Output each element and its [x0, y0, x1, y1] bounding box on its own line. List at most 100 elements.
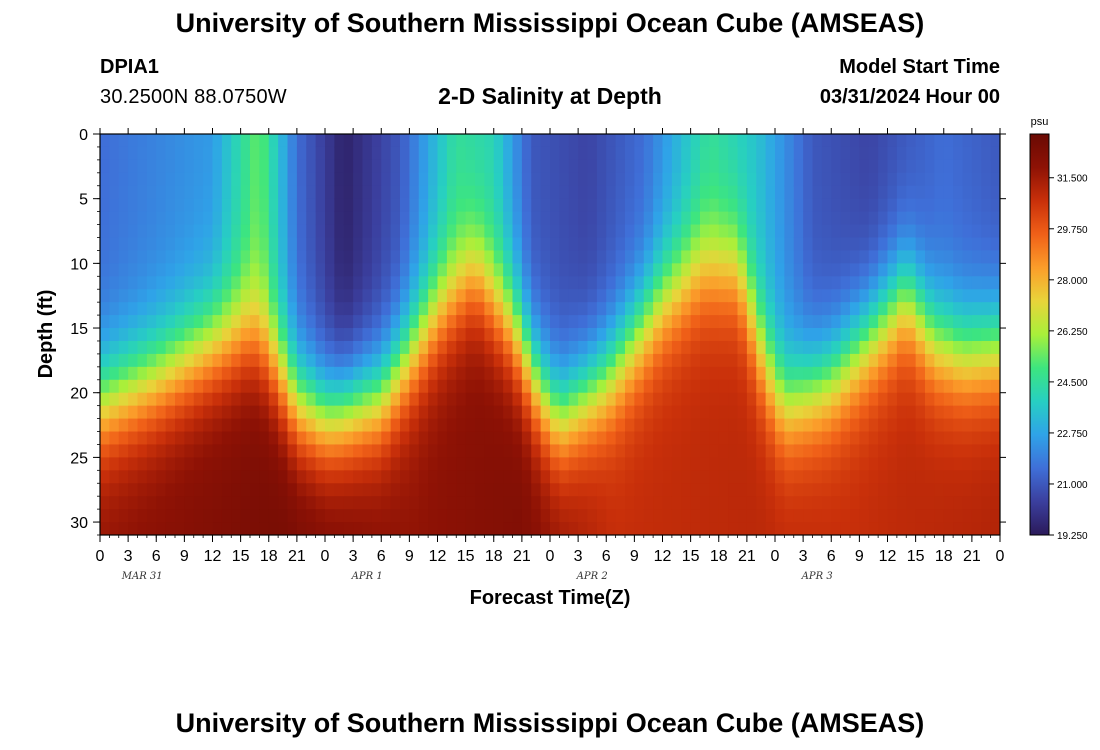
heatmap-cell [456, 366, 467, 381]
heatmap-cell [653, 172, 664, 187]
heatmap-cell [690, 353, 701, 368]
heatmap-cell [240, 328, 251, 342]
heatmap-cell [681, 237, 692, 252]
heatmap-cell [709, 172, 720, 187]
heatmap-cell [128, 250, 139, 264]
heatmap-cell [925, 211, 935, 226]
heatmap-cell [756, 392, 767, 407]
heatmap-cell [493, 379, 504, 394]
heatmap-cell [540, 405, 551, 420]
heatmap-cell [146, 237, 157, 252]
heatmap-cell [521, 418, 532, 433]
heatmap-cell [606, 237, 617, 252]
heatmap-cell [981, 328, 992, 342]
heatmap-cell [353, 289, 364, 303]
heatmap-cell [240, 470, 251, 484]
heatmap-cell [943, 457, 954, 471]
heatmap-cell [203, 134, 214, 148]
heatmap-cell [756, 509, 767, 523]
heatmap-cell [821, 211, 832, 226]
heatmap-cell [587, 483, 598, 497]
heatmap-cell [353, 172, 364, 187]
heatmap-cell [418, 340, 429, 355]
heatmap-cell [990, 328, 1000, 342]
heatmap-cell [371, 224, 382, 239]
heatmap-cell [268, 289, 279, 303]
heatmap-cell [681, 444, 692, 458]
heatmap-cell [953, 457, 964, 471]
heatmap-cell [606, 457, 617, 471]
heatmap-cell [690, 392, 701, 407]
heatmap-cell [240, 224, 251, 239]
heatmap-cell [887, 289, 898, 303]
heatmap-cell [184, 405, 195, 420]
heatmap-cell [240, 302, 251, 316]
heatmap-cell [896, 198, 907, 213]
heatmap-cell [671, 340, 682, 355]
heatmap-cell [625, 263, 635, 277]
heatmap-cell [250, 211, 260, 226]
heatmap-cell [268, 250, 279, 264]
heatmap-cell [437, 263, 448, 277]
heatmap-cell [325, 392, 335, 407]
heatmap-cell [681, 289, 692, 303]
heatmap-cell [118, 522, 129, 535]
heatmap-cell [109, 522, 120, 535]
heatmap-cell [521, 366, 532, 381]
heatmap-cell [971, 146, 982, 161]
heatmap-cell [193, 289, 204, 303]
heatmap-cell [643, 159, 654, 174]
heatmap-cell [353, 457, 364, 471]
heatmap-cell [746, 224, 757, 239]
heatmap-cell [803, 159, 814, 174]
heatmap-cell [184, 185, 195, 200]
heatmap-cell [390, 211, 401, 226]
heatmap-cell [296, 224, 307, 239]
heatmap-cell [475, 134, 485, 148]
heatmap-cell [540, 522, 551, 535]
heatmap-cell [578, 405, 589, 420]
heatmap-cell [109, 315, 120, 329]
heatmap-cell [540, 224, 551, 239]
heatmap-cell [643, 276, 654, 290]
heatmap-cell [775, 134, 785, 148]
heatmap-cell [531, 353, 542, 368]
x-tick-label: 3 [349, 548, 358, 565]
heatmap-cell [653, 431, 664, 446]
x-tick-label: 9 [180, 548, 189, 565]
heatmap-cell [700, 431, 710, 446]
heatmap-cell [484, 496, 495, 510]
heatmap-cell [915, 379, 926, 394]
heatmap-cell [146, 315, 157, 329]
heatmap-cell [156, 483, 167, 497]
heatmap-cell [156, 405, 167, 420]
heatmap-cell [484, 509, 495, 523]
heatmap-cell [925, 431, 935, 446]
heatmap-cell [971, 237, 982, 252]
heatmap-cell [540, 237, 551, 252]
heatmap-cell [175, 250, 185, 264]
heatmap-cell [428, 250, 439, 264]
heatmap-cell [971, 431, 982, 446]
heatmap-cell [756, 431, 767, 446]
heatmap-cell [812, 250, 823, 264]
heatmap-cell [306, 172, 317, 187]
heatmap-cell [990, 483, 1000, 497]
heatmap-cell [128, 366, 139, 381]
heatmap-cell [718, 263, 729, 277]
heatmap-cell [165, 405, 176, 420]
heatmap-cell [146, 263, 157, 277]
heatmap-cell [859, 276, 870, 290]
heatmap-cell [118, 431, 129, 446]
heatmap-cell [934, 211, 945, 226]
heatmap-cell [315, 366, 326, 381]
heatmap-cell [568, 418, 579, 433]
heatmap-cell [165, 353, 176, 368]
heatmap-cell [475, 172, 485, 187]
heatmap-cell [625, 198, 635, 213]
heatmap-cell [287, 185, 298, 200]
heatmap-cell [493, 237, 504, 252]
heatmap-cell [953, 250, 964, 264]
heatmap-cell [446, 224, 457, 239]
heatmap-cell [878, 328, 889, 342]
